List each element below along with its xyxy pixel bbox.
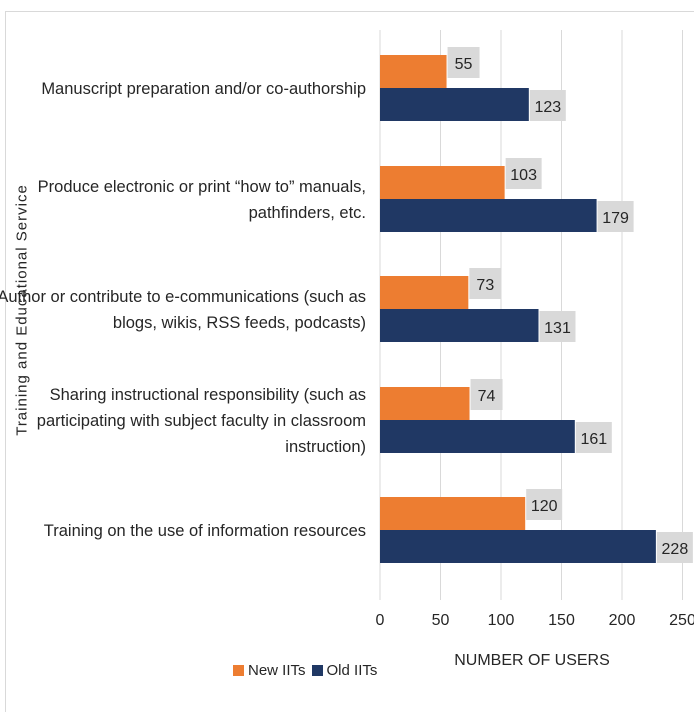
bar-new-iits xyxy=(380,166,505,199)
legend: New IITs Old IITs xyxy=(233,662,383,679)
bar-new-iits xyxy=(380,276,469,309)
y-axis-title: Training and Educational Service xyxy=(13,184,31,436)
data-label: 131 xyxy=(544,320,571,337)
category-label: Sharing instructional responsibility (su… xyxy=(50,386,366,404)
legend-label-new-iits: New IITs xyxy=(248,662,306,679)
data-label: 103 xyxy=(510,167,537,184)
category-label: Training on the use of information resou… xyxy=(44,522,366,540)
category-label: instruction) xyxy=(285,438,366,456)
bar-old-iits xyxy=(380,309,539,342)
data-label: 74 xyxy=(478,388,496,405)
data-label: 161 xyxy=(580,431,607,448)
category-label: blogs, wikis, RSS feeds, podcasts) xyxy=(113,314,366,332)
legend-item-new-iits: New IITs xyxy=(233,662,306,679)
legend-swatch-new-iits xyxy=(233,665,244,676)
category-label: Author or contribute to e-communications… xyxy=(0,288,366,306)
bar-old-iits xyxy=(380,530,656,563)
data-label-box xyxy=(470,379,503,410)
data-label-box xyxy=(505,158,542,189)
bar-old-iits xyxy=(380,88,529,121)
data-label-box xyxy=(526,489,563,520)
category-label: Manuscript preparation and/or co-authors… xyxy=(41,80,366,98)
category-label: participating with subject faculty in cl… xyxy=(37,412,366,430)
data-label-box xyxy=(575,422,612,453)
data-label-box xyxy=(539,311,576,342)
x-tick-label: 200 xyxy=(609,612,636,629)
legend-swatch-old-iits xyxy=(311,665,323,676)
x-tick-label: 100 xyxy=(488,612,515,629)
category-label: pathfinders, etc. xyxy=(249,204,366,222)
bar-new-iits xyxy=(380,55,447,88)
bar-old-iits xyxy=(380,420,575,453)
data-label: 228 xyxy=(662,541,689,558)
x-axis-title: NUMBER OF USERS xyxy=(454,652,610,669)
data-label-box xyxy=(447,47,480,78)
x-tick-label: 50 xyxy=(432,612,450,629)
x-tick-label: 0 xyxy=(376,612,385,629)
data-label: 55 xyxy=(455,56,473,73)
category-label: Produce electronic or print “how to” man… xyxy=(38,178,366,196)
data-label: 73 xyxy=(476,277,494,294)
data-label: 179 xyxy=(602,210,629,227)
x-tick-label: 150 xyxy=(548,612,575,629)
x-tick-label: 250 xyxy=(669,612,694,629)
data-label-box xyxy=(469,268,502,299)
data-label: 120 xyxy=(531,498,558,515)
chart-frame xyxy=(5,11,694,712)
bar-old-iits xyxy=(380,199,597,232)
bar-new-iits xyxy=(380,497,526,530)
bar-new-iits xyxy=(380,387,470,420)
data-label-box xyxy=(597,201,634,232)
data-label: 123 xyxy=(534,99,561,116)
data-label-box xyxy=(529,90,566,121)
legend-label-old-iits: Old IITs xyxy=(326,662,378,679)
legend-item-old-iits: Old IITs xyxy=(311,662,378,679)
data-label-box xyxy=(656,532,693,563)
